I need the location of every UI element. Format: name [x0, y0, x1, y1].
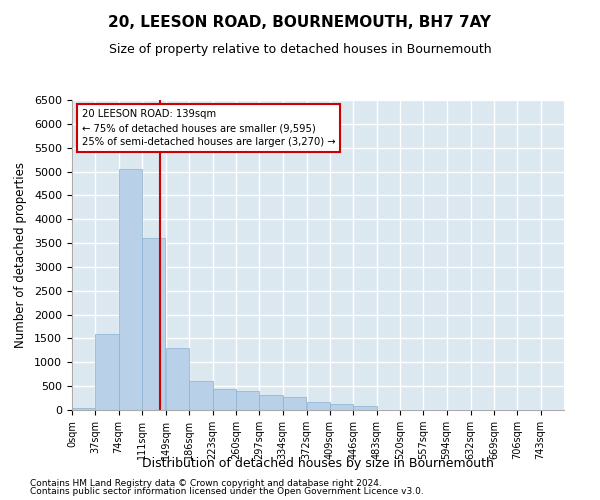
Text: Contains public sector information licensed under the Open Government Licence v3: Contains public sector information licen…	[30, 487, 424, 496]
Text: Size of property relative to detached houses in Bournemouth: Size of property relative to detached ho…	[109, 42, 491, 56]
Text: Contains HM Land Registry data © Crown copyright and database right 2024.: Contains HM Land Registry data © Crown c…	[30, 478, 382, 488]
Bar	[236, 392, 259, 410]
Bar	[166, 348, 190, 410]
Bar	[142, 238, 166, 410]
Bar	[307, 402, 330, 410]
Bar	[190, 382, 212, 410]
Bar	[95, 334, 119, 410]
Text: Distribution of detached houses by size in Bournemouth: Distribution of detached houses by size …	[142, 458, 494, 470]
Bar	[283, 397, 306, 410]
Bar	[353, 406, 377, 410]
Y-axis label: Number of detached properties: Number of detached properties	[14, 162, 27, 348]
Bar	[72, 408, 95, 410]
Text: 20 LEESON ROAD: 139sqm
← 75% of detached houses are smaller (9,595)
25% of semi-: 20 LEESON ROAD: 139sqm ← 75% of detached…	[82, 110, 335, 148]
Bar	[119, 169, 142, 410]
Bar	[259, 394, 283, 410]
Bar	[212, 390, 236, 410]
Bar	[330, 404, 353, 410]
Text: 20, LEESON ROAD, BOURNEMOUTH, BH7 7AY: 20, LEESON ROAD, BOURNEMOUTH, BH7 7AY	[109, 15, 491, 30]
